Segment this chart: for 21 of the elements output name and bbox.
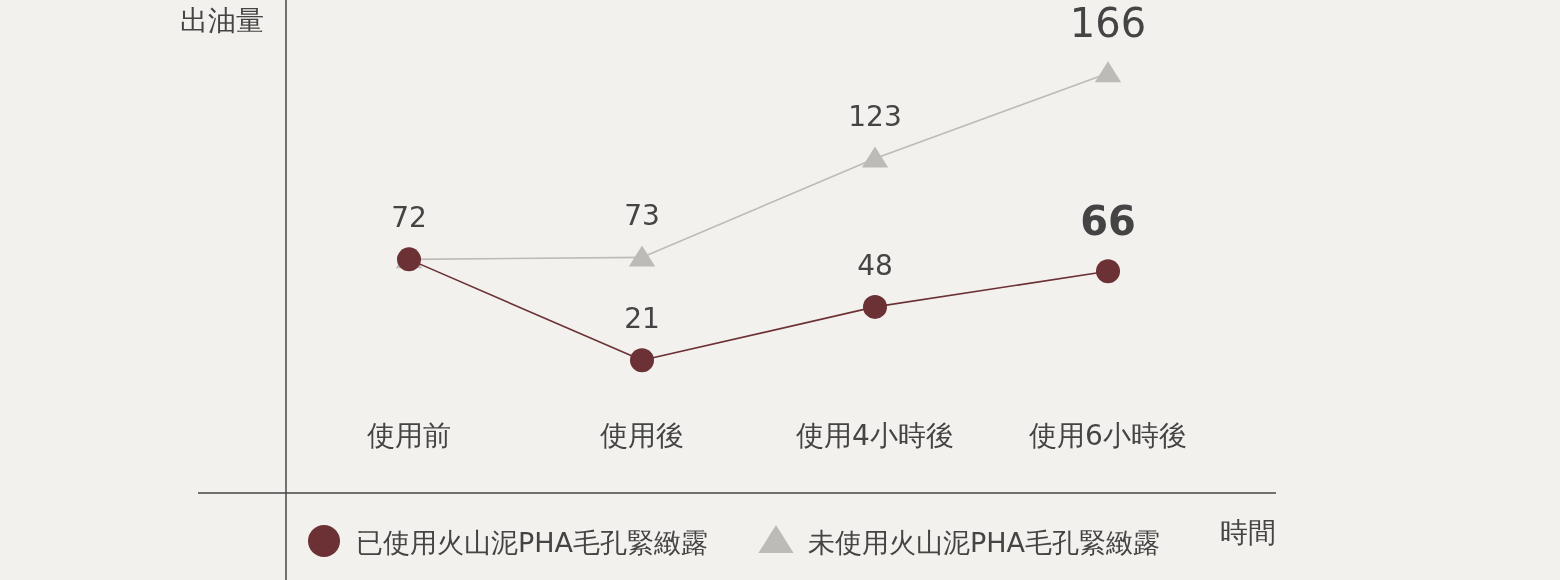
data-label: 123 xyxy=(848,100,902,134)
point xyxy=(1094,61,1122,83)
data-label: 166 xyxy=(1069,0,1147,47)
x-tick-label: 使用後 xyxy=(600,419,684,452)
point xyxy=(628,245,656,267)
data-label: 72 xyxy=(391,201,427,235)
y-axis-title: 出油量 xyxy=(180,4,264,37)
legend-label: 未使用火山泥PHA毛孔緊緻露 xyxy=(808,527,1161,558)
point xyxy=(861,146,889,168)
data-label: 48 xyxy=(857,248,893,282)
x-axis-title: 時間 xyxy=(1220,516,1276,549)
data-label: 66 xyxy=(1080,198,1136,245)
data-label: 21 xyxy=(624,302,660,336)
point xyxy=(630,348,654,373)
x-tick-label: 使用前 xyxy=(367,419,451,452)
point xyxy=(863,294,887,319)
x-tick-label: 使用6小時後 xyxy=(1029,419,1187,452)
point xyxy=(1096,259,1120,284)
legend-label: 已使用火山泥PHA毛孔緊緻露 xyxy=(356,527,709,558)
data-label: 73 xyxy=(624,199,660,233)
x-tick-label: 使用4小時後 xyxy=(796,419,954,452)
